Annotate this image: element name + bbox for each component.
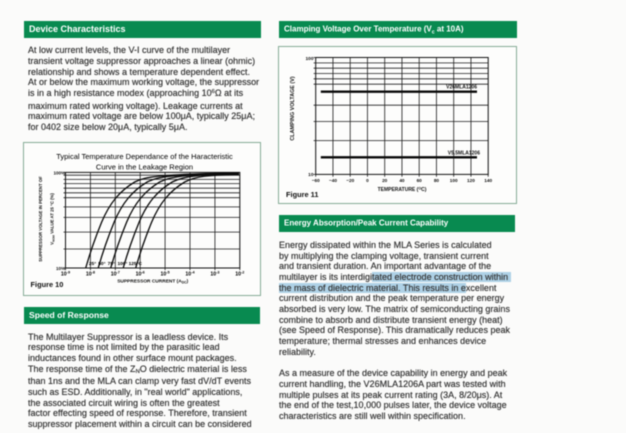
svg-text:125°C: 125°C [129, 261, 143, 267]
svg-text:10-7: 10-7 [111, 271, 120, 278]
svg-text:VNOM VALUE AT 25 °C (%): VNOM VALUE AT 25 °C (%) [50, 193, 56, 245]
svg-text:TEMPERATURE (OC): TEMPERATURE (OC) [378, 187, 427, 194]
svg-text:10-5: 10-5 [161, 271, 170, 278]
svg-text:CLAMPING VOLTAGE (V): CLAMPING VOLTAGE (V) [290, 76, 296, 140]
svg-text:50°: 50° [98, 261, 105, 267]
svg-text:V26MLA1206: V26MLA1206 [446, 85, 477, 91]
svg-text:0: 0 [366, 178, 369, 183]
svg-text:V5.5MLA1206: V5.5MLA1206 [448, 150, 480, 156]
svg-text:25°: 25° [89, 261, 96, 267]
svg-text:40: 40 [399, 178, 405, 183]
svg-text:10-2: 10-2 [235, 271, 244, 278]
svg-text:60: 60 [417, 178, 423, 183]
svg-text:10-4: 10-4 [185, 271, 195, 278]
svg-text:10-9: 10-9 [61, 271, 70, 278]
svg-text:Typical Temperature Dependance: Typical Temperature Dependance of the Ha… [56, 152, 233, 161]
svg-text:120: 120 [467, 178, 475, 183]
svg-text:−60: −60 [312, 178, 320, 183]
svg-text:20: 20 [382, 178, 388, 183]
svg-text:−20: −20 [346, 178, 354, 183]
svg-text:100: 100 [450, 178, 458, 183]
svg-text:10%: 10% [56, 266, 65, 271]
svg-text:−40: −40 [329, 178, 337, 183]
svg-text:SUPPRESSOR VOLTAGE IN PERCENT: SUPPRESSOR VOLTAGE IN PERCENT OF [38, 176, 43, 262]
svg-text:10-3: 10-3 [210, 271, 219, 278]
svg-text:100°: 100° [117, 261, 127, 267]
svg-text:Curve in the Leakage Region: Curve in the Leakage Region [96, 163, 193, 172]
svg-text:10-6: 10-6 [136, 271, 145, 278]
svg-text:75°: 75° [108, 261, 115, 267]
svg-text:100: 100 [305, 56, 313, 62]
svg-text:140: 140 [484, 178, 492, 183]
svg-text:100%: 100% [53, 170, 65, 175]
svg-text:10-8: 10-8 [86, 271, 95, 278]
svg-text:Figure 10: Figure 10 [31, 280, 64, 289]
svg-text:Figure 11: Figure 11 [286, 190, 318, 199]
svg-text:10: 10 [308, 172, 314, 178]
svg-text:SUPPRESSOR CURRENT (ADC): SUPPRESSOR CURRENT (ADC) [117, 279, 188, 285]
svg-text:80: 80 [434, 178, 440, 183]
